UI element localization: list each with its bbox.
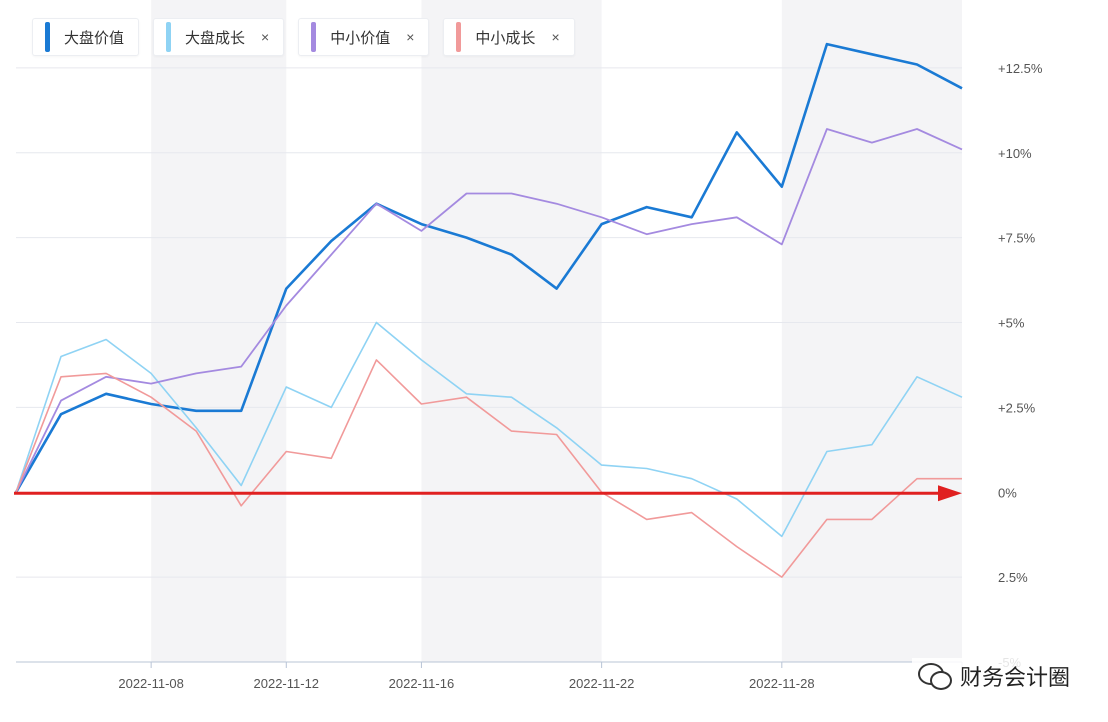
legend-swatch — [166, 22, 172, 52]
y-tick-label: +2.5% — [998, 400, 1036, 415]
series-line — [15, 128, 963, 493]
shaded-band — [421, 0, 602, 662]
y-tick-label: +10% — [998, 146, 1032, 161]
x-tick-label: 2022-11-28 — [749, 676, 815, 691]
shaded-bands — [151, 0, 962, 662]
legend-swatch — [456, 22, 462, 52]
legend-label: 中小价值 — [330, 29, 391, 47]
y-tick-label: 0% — [998, 485, 1017, 500]
legend-item-large-value[interactable]: 大盘价值 — [32, 18, 140, 56]
baseline-arrow — [14, 485, 962, 502]
shaded-band — [781, 0, 962, 662]
y-tick-label: 2.5% — [998, 570, 1028, 585]
shaded-band — [151, 0, 287, 662]
legend-swatch — [45, 22, 50, 52]
legend-swatch — [311, 22, 317, 52]
wechat-icon — [917, 663, 952, 690]
x-tick-label: 2022-11-16 — [389, 676, 455, 691]
legend-item-large-growth[interactable]: 大盘成长 × — [153, 18, 285, 56]
legend-label: 中小成长 — [475, 29, 536, 47]
x-tick-label: 2022-11-22 — [569, 676, 635, 691]
legend: 大盘价值 大盘成长 × 中小价值 × 中小成长 × — [32, 18, 575, 56]
y-tick-label: +7.5% — [998, 231, 1036, 246]
legend-label: 大盘成长 — [185, 29, 246, 47]
legend-item-small-value[interactable]: 中小价值 × — [298, 18, 430, 56]
watermark: 财务会计圈 — [911, 658, 1076, 694]
close-icon[interactable]: × — [261, 29, 270, 45]
close-icon[interactable]: × — [406, 29, 415, 45]
x-tick-label: 2022-11-08 — [118, 676, 184, 691]
y-tick-label: +12.5% — [998, 61, 1043, 76]
watermark-text: 财务会计圈 — [959, 665, 1070, 690]
close-icon[interactable]: × — [551, 29, 560, 45]
y-tick-label: +5% — [998, 316, 1025, 331]
legend-label: 大盘价值 — [64, 29, 125, 47]
x-axis: 2022-11-08 2022-11-12 2022-11-16 2022-11-22… — [16, 661, 963, 691]
series-line — [15, 359, 962, 578]
arrow-head — [938, 485, 962, 502]
y-axis: +12.5%+10%+7.5%+5%+2.5%0%2.5%-5% — [998, 61, 1043, 670]
series-line — [14, 42, 963, 493]
legend-item-small-growth[interactable]: 中小成长 × — [443, 18, 575, 56]
x-tick-label: 2022-11-12 — [254, 676, 320, 691]
